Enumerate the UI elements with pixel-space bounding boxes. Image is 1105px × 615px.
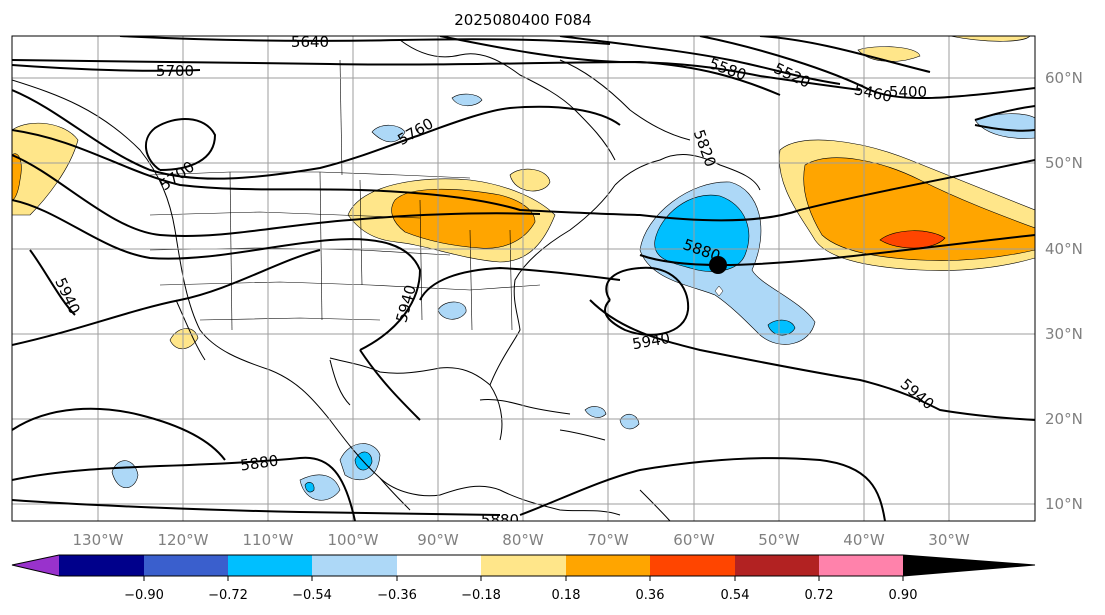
map-panel: 5640 5700 5580 5520 5460 5400 5760 5700 … xyxy=(12,33,1035,529)
colorbar-segment xyxy=(650,555,735,576)
colorbar-segment xyxy=(819,555,903,576)
lon-label: 130°W xyxy=(73,531,124,549)
colorbar-segment xyxy=(59,555,144,576)
map-title: 2025080400 F084 xyxy=(454,11,591,29)
lat-label: 30°N xyxy=(1045,325,1083,343)
lat-label: 50°N xyxy=(1045,154,1083,172)
lat-label: 20°N xyxy=(1045,410,1083,428)
lon-label: 40°W xyxy=(843,531,885,549)
positive-anomaly-strong xyxy=(879,230,946,249)
colorbar-tick-label: −0.54 xyxy=(292,588,332,603)
contour-label: 5880 xyxy=(239,451,279,474)
colorbar-tick-label: −0.18 xyxy=(461,588,501,603)
colorbar-tick-label: 0.54 xyxy=(721,588,750,603)
lon-label: 60°W xyxy=(673,531,715,549)
colorbar-tick-label: 0.72 xyxy=(805,588,834,603)
lon-label: 100°W xyxy=(328,531,379,549)
lon-label: 110°W xyxy=(243,531,294,549)
colorbar-segment xyxy=(144,555,228,576)
colorbar-tick-label: −0.36 xyxy=(377,588,417,603)
storm-center-marker xyxy=(709,256,727,274)
colorbar-tick-label: −0.72 xyxy=(208,588,248,603)
map-frame xyxy=(11,35,1036,522)
lon-label: 50°W xyxy=(758,531,800,549)
lon-label: 80°W xyxy=(502,531,544,549)
negative-anomaly-mid xyxy=(304,194,796,493)
colorbar-tick-label: 0.36 xyxy=(636,588,665,603)
colorbar-segment xyxy=(397,555,481,576)
colorbar-tick-label: −0.90 xyxy=(124,588,164,603)
lon-label: 90°W xyxy=(417,531,459,549)
colorbar-tick-label: 0.18 xyxy=(552,588,581,603)
coastlines xyxy=(12,39,761,521)
colorbar-segment xyxy=(481,555,566,576)
lon-label: 70°W xyxy=(587,531,629,549)
lat-label: 60°N xyxy=(1045,69,1083,87)
lon-label: 30°W xyxy=(928,531,970,549)
colorbar-segment xyxy=(228,555,312,576)
lat-label: 40°N xyxy=(1045,240,1083,258)
colorbar-segment xyxy=(566,555,650,576)
colorbar-max-extend xyxy=(903,555,1035,576)
colorbar-segment xyxy=(312,555,397,576)
contour-label: 5640 xyxy=(291,33,329,51)
colorbar: −0.90 −0.72 −0.54 −0.36 −0.18 0.18 0.36 … xyxy=(11,554,1036,603)
secondary-marker xyxy=(714,285,724,297)
colorbar-min-extend xyxy=(12,555,59,576)
contour-label: 5700 xyxy=(156,62,194,80)
height-contours xyxy=(12,36,1035,521)
longitude-labels: 130°W 120°W 110°W 100°W 90°W 80°W 70°W 6… xyxy=(73,531,970,549)
latitude-labels: 60°N 50°N 40°N 30°N 20°N 10°N xyxy=(1045,69,1083,513)
gridlines xyxy=(12,36,1035,521)
contour-label: 5400 xyxy=(889,83,927,101)
contour-label: 5880 xyxy=(481,511,519,529)
colorbar-segment xyxy=(735,555,819,576)
colorbar-tick-label: 0.90 xyxy=(889,588,918,603)
lon-label: 120°W xyxy=(158,531,209,549)
lat-label: 10°N xyxy=(1045,495,1083,513)
